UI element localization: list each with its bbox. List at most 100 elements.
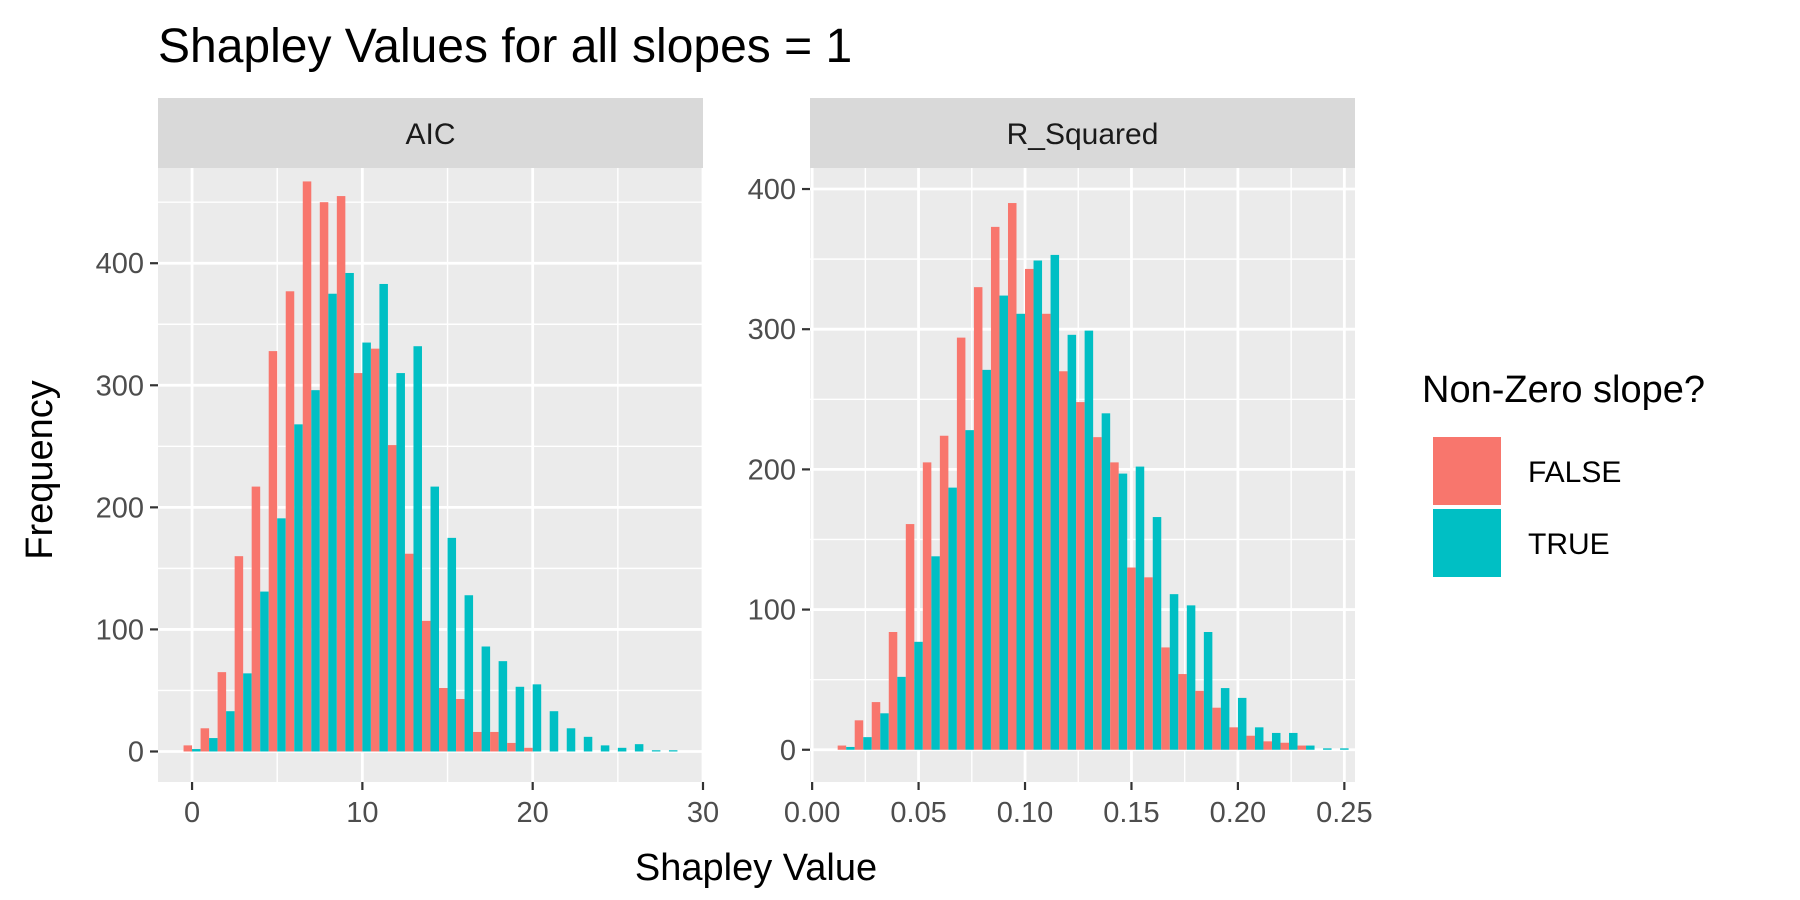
bar-false	[370, 348, 380, 752]
bar-true	[1050, 254, 1060, 750]
bar-false	[1161, 647, 1170, 750]
bar-true	[1067, 334, 1077, 750]
y-tick-label: 100	[748, 595, 796, 627]
bar-true	[948, 487, 957, 750]
y-tick-label: 200	[96, 492, 144, 524]
bar-true	[1289, 732, 1298, 750]
bar-true	[396, 373, 405, 752]
bar-true	[362, 342, 371, 752]
bar-true	[243, 673, 252, 752]
bar-true	[294, 424, 303, 752]
bar-true	[532, 684, 542, 752]
x-tick-label: 0.00	[784, 797, 840, 829]
facet-strip-label: R_Squared	[1007, 118, 1159, 151]
bar-false	[871, 702, 881, 750]
x-tick-label: 0.05	[890, 797, 946, 829]
bar-true	[1135, 466, 1145, 750]
bar-true	[1340, 748, 1349, 750]
bar-true	[413, 346, 422, 752]
bar-false	[1229, 727, 1238, 750]
bar-true	[1237, 697, 1247, 750]
legend-label-true: TRUE	[1528, 528, 1610, 561]
bar-true	[846, 746, 855, 750]
bar-true	[311, 390, 320, 752]
bar-false	[404, 553, 414, 752]
bar-false	[524, 747, 533, 752]
bar-true	[345, 272, 354, 752]
bar-false	[939, 435, 949, 750]
y-tick-label: 0	[128, 736, 144, 768]
bar-true	[447, 537, 457, 752]
bar-true	[1169, 594, 1179, 750]
bar-true	[1306, 745, 1315, 750]
bar-true	[931, 556, 940, 750]
bar-false	[285, 291, 295, 752]
x-tick-label: 20	[517, 797, 549, 829]
bar-false	[217, 672, 227, 752]
bar-false	[234, 556, 244, 752]
bar-true	[260, 591, 269, 752]
bar-true	[226, 711, 235, 752]
bar-false	[1042, 313, 1051, 750]
bar-false	[1246, 735, 1255, 750]
bar-true	[192, 749, 201, 752]
bar-false	[1110, 462, 1119, 750]
bar-true	[897, 676, 906, 750]
x-tick-label: 30	[687, 797, 719, 829]
facet-strip-label: AIC	[405, 118, 455, 151]
bar-false	[1280, 742, 1290, 750]
bar-true	[464, 595, 474, 752]
legend: Non-Zero slope? FALSE TRUE	[1422, 369, 1705, 579]
x-axis-title: Shapley Value	[635, 847, 877, 889]
bar-false	[1144, 577, 1153, 750]
bar-true	[498, 661, 508, 752]
x-tick-label: 0.15	[1103, 797, 1159, 829]
bar-true	[1203, 632, 1213, 750]
bar-false	[490, 731, 499, 752]
bar-true	[1220, 688, 1230, 750]
bar-false	[421, 620, 431, 752]
bar-true	[1033, 260, 1043, 750]
x-tick-label: 0	[184, 797, 200, 829]
bar-false	[1178, 674, 1187, 750]
chart-title: Shapley Values for all slopes = 1	[158, 20, 852, 73]
bar-true	[982, 369, 991, 750]
bar-true	[1101, 413, 1111, 750]
bar-false	[251, 486, 261, 752]
x-tick-label: 0.25	[1316, 797, 1372, 829]
legend-key-true	[1431, 507, 1503, 579]
y-tick-label: 300	[96, 370, 144, 402]
facet-strip	[810, 98, 1355, 168]
bar-false	[1297, 745, 1307, 750]
bar-false	[922, 462, 932, 750]
bar-true	[651, 750, 661, 752]
bar-true	[209, 738, 218, 752]
bar-true	[1152, 517, 1162, 750]
bar-true	[379, 283, 388, 752]
bar-false	[336, 196, 346, 752]
y-tick-label: 200	[748, 454, 796, 486]
bar-false	[1059, 371, 1068, 750]
bar-true	[1271, 732, 1281, 750]
bar-false	[353, 373, 363, 752]
bar-false	[956, 337, 966, 750]
y-tick-label: 400	[96, 248, 144, 280]
bar-false	[319, 202, 329, 752]
legend-key-false	[1431, 435, 1503, 507]
y-tick-label: 300	[748, 314, 796, 346]
bar-true	[1254, 727, 1264, 750]
bar-true	[999, 295, 1008, 750]
bar-false	[456, 698, 465, 752]
bar-false	[990, 226, 1000, 750]
bar-false	[888, 632, 898, 750]
bar-true	[566, 728, 576, 752]
bar-false	[1007, 203, 1017, 750]
bar-false	[973, 287, 983, 750]
y-tick-label: 100	[96, 614, 144, 646]
bar-true	[328, 293, 337, 752]
bar-true	[277, 518, 286, 752]
bar-true	[965, 430, 974, 750]
bar-false	[1025, 268, 1034, 750]
legend-title: Non-Zero slope?	[1422, 369, 1705, 411]
bar-true	[1323, 748, 1332, 750]
